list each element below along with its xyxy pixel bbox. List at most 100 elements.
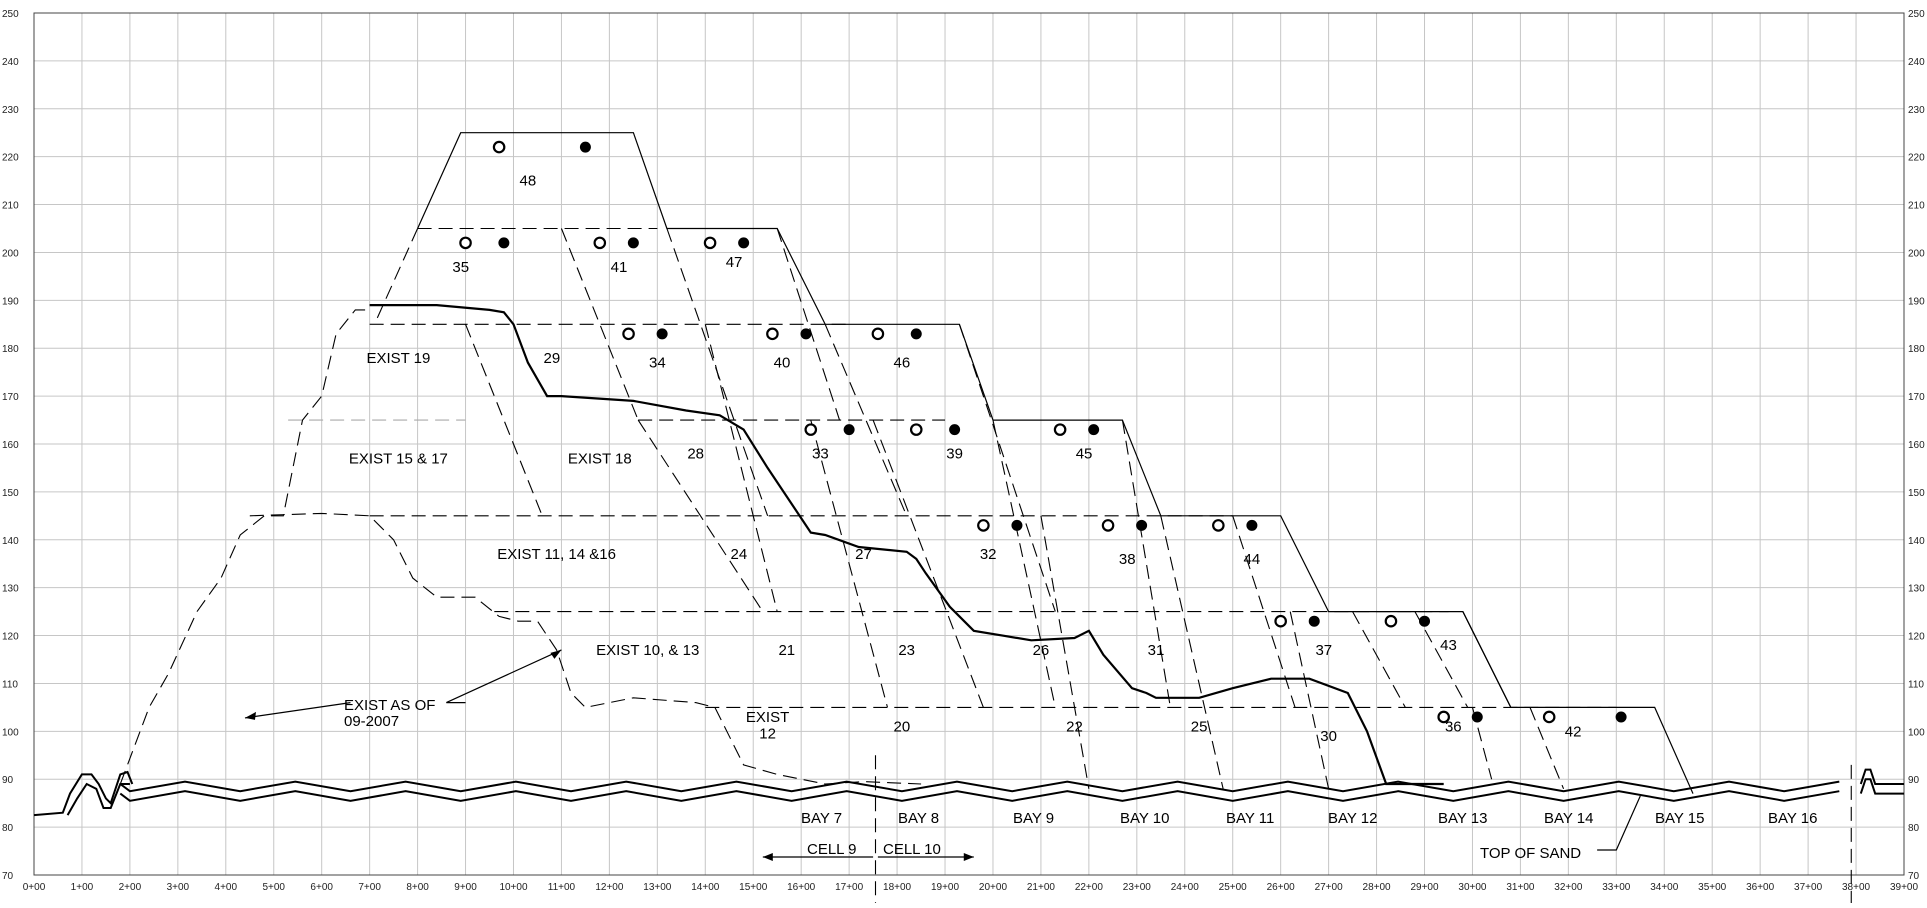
y-tick-label: 250: [1908, 9, 1925, 20]
top-of-sand-label: TOP OF SAND: [1480, 845, 1581, 862]
y-tick-label: 70: [1908, 871, 1920, 882]
x-tick-label: 18+00: [883, 882, 912, 893]
y-tick-label: 180: [1908, 344, 1925, 355]
filled-marker: [579, 141, 591, 153]
x-tick-label: 15+00: [739, 882, 768, 893]
y-tick-label: 80: [2, 823, 14, 834]
cell-label: 44: [1244, 551, 1261, 568]
open-marker: [1101, 519, 1115, 532]
slope-dashed: [1040, 515, 1090, 789]
filled-marker: [627, 237, 639, 249]
slope-dashed: [1414, 611, 1469, 708]
plot-frame: [33, 12, 1905, 876]
y-tick-label: 210: [2, 201, 19, 212]
filled-marker: [910, 328, 922, 340]
cell-label: 42: [1565, 723, 1582, 740]
filled-marker: [656, 328, 668, 340]
exist-leader-right: [446, 649, 562, 704]
y-tick-label: 130: [2, 584, 19, 595]
cell-label: 45: [1076, 446, 1093, 463]
x-tick-label: 16+00: [787, 882, 816, 893]
y-tick-label: 90: [2, 775, 14, 786]
open-marker: [1212, 519, 1225, 532]
cell-label: 48: [520, 173, 537, 190]
bay-label-14: BAY 14: [1544, 810, 1593, 827]
x-tick-label: 31+00: [1506, 882, 1535, 893]
y-axis-right: 70 80 90 100 110 120 130 140 150 160 170 180 190 200 2…: [1908, 9, 1925, 882]
y-tick-label: 140: [1908, 536, 1925, 547]
cell-10-arrowhead: [963, 853, 974, 861]
filled-marker: [1471, 711, 1483, 723]
x-tick-label: 17+00: [835, 882, 864, 893]
y-tick-label: 100: [2, 727, 19, 738]
slope-dashed: [1232, 515, 1296, 708]
cell-label: 39: [946, 446, 963, 463]
bay-label-12: BAY 12: [1328, 810, 1377, 827]
x-tick-label: 36+00: [1746, 882, 1775, 893]
x-tick-label: 28+00: [1363, 882, 1392, 893]
x-tick-label: 38+00: [1842, 882, 1871, 893]
slope-dashed: [373, 228, 419, 325]
bay-label-9: BAY 9: [1013, 810, 1054, 827]
cell-label: 23: [898, 642, 915, 659]
x-tick-label: 19+00: [931, 882, 960, 893]
open-marker: [459, 236, 472, 250]
y-tick-label: 220: [1908, 153, 1925, 164]
open-marker: [804, 423, 818, 436]
cell-label: 34: [649, 355, 666, 372]
x-tick-label: 1+00: [71, 882, 94, 893]
open-marker: [977, 519, 990, 532]
top-of-sand-leader: [1597, 795, 1641, 851]
cell-label: 33: [812, 446, 829, 463]
x-tick-label: 25+00: [1219, 882, 1248, 893]
open-marker: [909, 423, 923, 436]
x-tick-label: 24+00: [1171, 882, 1200, 893]
slope-dashed: [704, 324, 778, 612]
x-tick-label: 13+00: [643, 882, 672, 893]
x-tick-label: 22+00: [1075, 882, 1104, 893]
existing-surface: [369, 304, 1444, 786]
x-tick-label: 29+00: [1410, 882, 1439, 893]
slope-dashed: [958, 324, 1056, 612]
slope-dashed: [560, 228, 639, 421]
open-marker: [492, 140, 506, 154]
y-tick-label: 200: [2, 248, 19, 259]
cell-label: 40: [774, 355, 791, 372]
x-tick-label: 14+00: [691, 882, 720, 893]
open-marker: [1384, 614, 1398, 628]
filled-marker: [843, 424, 855, 436]
x-tick-label: 35+00: [1698, 882, 1727, 893]
x-tick-label: 2+00: [119, 882, 142, 893]
berm-left-top: [33, 770, 134, 817]
x-tick-label: 7+00: [358, 882, 381, 893]
cell-label: 35: [452, 259, 469, 276]
open-marker: [622, 327, 635, 341]
slope-dashed: [992, 419, 1056, 708]
cell-labels: 48 35 41 47 EXIST 19 29 34 40 46 EXIST 15 & 17 EXI…: [349, 173, 1582, 746]
y-tick-label: 120: [2, 632, 19, 643]
x-tick-label: 23+00: [1123, 882, 1152, 893]
survey-markers: [459, 140, 1627, 724]
x-tick-label: 32+00: [1554, 882, 1583, 893]
cell-label: EXIST 19: [366, 350, 430, 367]
x-tick-label: 26+00: [1267, 882, 1296, 893]
x-tick-label: 21+00: [1027, 882, 1056, 893]
filled-marker: [1615, 711, 1627, 723]
slope-dashed: [824, 324, 908, 517]
slope-dashed: [872, 419, 984, 708]
cell-9-arrowhead: [762, 853, 773, 861]
cell-label: 38: [1119, 551, 1136, 568]
cell-label: EXIST 10, & 13: [596, 642, 699, 659]
x-tick-label: 8+00: [406, 882, 429, 893]
y-tick-label: 170: [2, 392, 19, 403]
slope-dashed: [810, 419, 889, 708]
slope-dashed: [1352, 611, 1406, 708]
cell-label: EXIST 11, 14 &16: [497, 546, 616, 563]
cell-label: 47: [726, 254, 743, 271]
cell-label: 12: [759, 726, 776, 743]
cell-label: 31: [1148, 642, 1165, 659]
x-tick-label: 3+00: [167, 882, 190, 893]
cell-label: 26: [1033, 642, 1050, 659]
x-tick-label: 39+00: [1890, 882, 1919, 893]
